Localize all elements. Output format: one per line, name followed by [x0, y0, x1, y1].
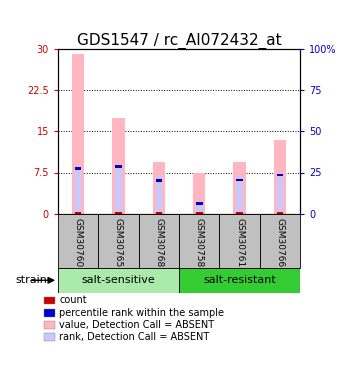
Bar: [58, 268, 179, 292]
Bar: [113, 117, 124, 214]
Text: GSM30765: GSM30765: [114, 218, 123, 267]
Bar: [196, 202, 203, 214]
Bar: [193, 172, 205, 214]
Bar: [179, 214, 219, 268]
Bar: [115, 165, 122, 168]
Text: GSM30758: GSM30758: [195, 218, 204, 267]
Bar: [155, 177, 162, 214]
Bar: [236, 177, 243, 214]
Text: value, Detection Call = ABSENT: value, Detection Call = ABSENT: [59, 320, 214, 330]
Text: rank, Detection Call = ABSENT: rank, Detection Call = ABSENT: [59, 332, 209, 342]
Bar: [44, 309, 55, 316]
Bar: [274, 140, 286, 214]
Bar: [139, 214, 179, 268]
Bar: [72, 54, 84, 214]
Bar: [75, 167, 81, 170]
Bar: [115, 166, 122, 214]
Text: percentile rank within the sample: percentile rank within the sample: [59, 308, 224, 318]
Text: count: count: [59, 296, 87, 306]
Text: GSM30760: GSM30760: [74, 218, 83, 267]
Bar: [196, 202, 203, 205]
Bar: [44, 321, 55, 329]
Bar: [179, 268, 300, 292]
Bar: [98, 214, 139, 268]
Text: GSM30768: GSM30768: [154, 218, 163, 267]
Bar: [155, 179, 162, 182]
Bar: [219, 214, 260, 268]
Text: salt-sensitive: salt-sensitive: [81, 275, 155, 285]
Bar: [234, 162, 246, 214]
Bar: [75, 168, 81, 214]
Bar: [155, 212, 162, 214]
Bar: [115, 212, 122, 214]
Bar: [277, 174, 283, 214]
Bar: [58, 214, 98, 268]
Bar: [236, 178, 243, 181]
Bar: [75, 212, 81, 214]
Bar: [236, 212, 243, 214]
Bar: [277, 212, 283, 214]
Text: salt-resistant: salt-resistant: [203, 275, 276, 285]
Text: strain: strain: [16, 275, 48, 285]
Bar: [260, 214, 300, 268]
Bar: [153, 162, 165, 214]
Text: GSM30761: GSM30761: [235, 218, 244, 267]
Title: GDS1547 / rc_AI072432_at: GDS1547 / rc_AI072432_at: [77, 33, 281, 49]
Text: GSM30766: GSM30766: [276, 218, 284, 267]
Bar: [277, 174, 283, 176]
Bar: [44, 297, 55, 304]
Bar: [196, 212, 203, 214]
Bar: [44, 333, 55, 341]
